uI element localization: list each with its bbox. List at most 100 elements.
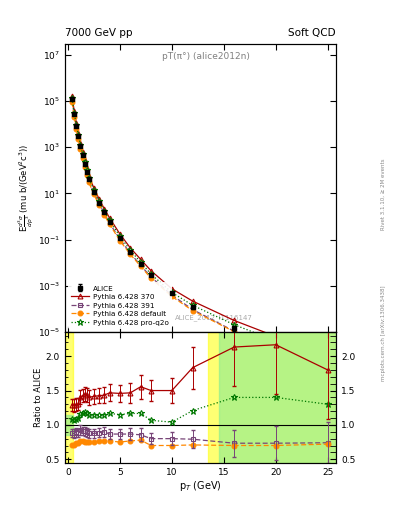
Pythia 6.428 pro-q2o	[97, 198, 101, 204]
Pythia 6.428 default	[190, 308, 195, 314]
Pythia 6.428 370	[82, 157, 87, 163]
Pythia 6.428 default	[232, 329, 237, 335]
Text: 7000 GeV pp: 7000 GeV pp	[65, 28, 132, 38]
Pythia 6.428 391	[274, 344, 278, 350]
Pythia 6.428 pro-q2o	[80, 151, 85, 157]
Pythia 6.428 391	[86, 178, 91, 184]
Pythia 6.428 391	[84, 170, 89, 176]
Pythia 6.428 370	[92, 185, 96, 191]
Pythia 6.428 391	[76, 134, 81, 140]
Pythia 6.428 pro-q2o	[274, 338, 278, 344]
Pythia 6.428 pro-q2o	[102, 208, 107, 214]
Pythia 6.428 391	[138, 262, 143, 268]
Pythia 6.428 391	[107, 220, 112, 226]
Pythia 6.428 391	[78, 144, 83, 150]
Pythia 6.428 pro-q2o	[86, 175, 91, 181]
Pythia 6.428 default	[169, 293, 174, 300]
Pythia 6.428 pro-q2o	[138, 259, 143, 265]
Pythia 6.428 391	[74, 123, 79, 130]
Pythia 6.428 default	[70, 99, 75, 105]
Y-axis label: Ratio to ALICE: Ratio to ALICE	[34, 368, 43, 428]
Pythia 6.428 370	[76, 131, 81, 137]
Pythia 6.428 391	[169, 292, 174, 298]
Pythia 6.428 pro-q2o	[325, 356, 330, 362]
Pythia 6.428 391	[102, 210, 107, 217]
Bar	[208, 332, 336, 463]
Pythia 6.428 391	[118, 236, 122, 242]
Pythia 6.428 370	[138, 257, 143, 263]
Pythia 6.428 370	[102, 206, 107, 212]
Pythia 6.428 default	[76, 136, 81, 142]
Pythia 6.428 pro-q2o	[76, 132, 81, 138]
Pythia 6.428 pro-q2o	[74, 122, 79, 128]
Pythia 6.428 default	[118, 238, 122, 244]
Pythia 6.428 370	[74, 120, 79, 126]
Pythia 6.428 370	[107, 215, 112, 221]
Pythia 6.428 370	[78, 140, 83, 146]
Pythia 6.428 default	[107, 221, 112, 227]
Pythia 6.428 default	[78, 145, 83, 152]
Pythia 6.428 pro-q2o	[84, 167, 89, 173]
Pythia 6.428 pro-q2o	[118, 233, 122, 240]
Pythia 6.428 pro-q2o	[169, 289, 174, 295]
Pythia 6.428 370	[80, 148, 85, 155]
Legend: ALICE, Pythia 6.428 370, Pythia 6.428 391, Pythia 6.428 default, Pythia 6.428 pr: ALICE, Pythia 6.428 370, Pythia 6.428 39…	[68, 282, 172, 329]
Text: ALICE_2012_I1116147: ALICE_2012_I1116147	[175, 314, 253, 321]
Pythia 6.428 370	[118, 231, 122, 237]
Pythia 6.428 default	[149, 275, 153, 282]
Y-axis label: E$\frac{d^3\sigma}{dp^3}$ (mu b/(GeV$^2$c$^3$)): E$\frac{d^3\sigma}{dp^3}$ (mu b/(GeV$^2$…	[16, 144, 35, 232]
Bar	[219, 332, 336, 463]
Pythia 6.428 default	[92, 191, 96, 198]
Line: Pythia 6.428 391: Pythia 6.428 391	[70, 98, 330, 368]
Pythia 6.428 391	[190, 307, 195, 313]
Pythia 6.428 370	[84, 165, 89, 172]
Pythia 6.428 pro-q2o	[70, 95, 75, 101]
Pythia 6.428 370	[70, 93, 75, 99]
Pythia 6.428 default	[274, 345, 278, 351]
Pythia 6.428 default	[97, 202, 101, 208]
Pythia 6.428 370	[97, 196, 101, 202]
Pythia 6.428 370	[86, 173, 91, 179]
Pythia 6.428 default	[128, 251, 133, 258]
Text: mcplots.cern.ch [arXiv:1306.3438]: mcplots.cern.ch [arXiv:1306.3438]	[381, 285, 386, 380]
X-axis label: p$_T$ (GeV): p$_T$ (GeV)	[179, 479, 222, 493]
Bar	[65, 415, 73, 435]
Pythia 6.428 370	[128, 245, 133, 251]
Line: Pythia 6.428 default: Pythia 6.428 default	[70, 100, 330, 368]
Line: Pythia 6.428 370: Pythia 6.428 370	[70, 94, 330, 359]
Pythia 6.428 370	[190, 298, 195, 304]
Pythia 6.428 default	[72, 114, 77, 120]
Pythia 6.428 pro-q2o	[190, 302, 195, 308]
Pythia 6.428 pro-q2o	[107, 217, 112, 223]
Text: Rivet 3.1.10, ≥ 2M events: Rivet 3.1.10, ≥ 2M events	[381, 159, 386, 230]
Bar	[65, 332, 336, 463]
Pythia 6.428 370	[72, 108, 77, 114]
Pythia 6.428 391	[325, 362, 330, 368]
Pythia 6.428 391	[82, 162, 87, 168]
Pythia 6.428 default	[138, 263, 143, 269]
Pythia 6.428 370	[232, 317, 237, 324]
Pythia 6.428 370	[149, 268, 153, 274]
Pythia 6.428 391	[70, 97, 75, 103]
Pythia 6.428 pro-q2o	[128, 247, 133, 253]
Pythia 6.428 pro-q2o	[92, 187, 96, 193]
Pythia 6.428 default	[74, 125, 79, 132]
Pythia 6.428 391	[128, 250, 133, 256]
Text: pT(π°) (alice2012n): pT(π°) (alice2012n)	[162, 52, 250, 61]
Pythia 6.428 391	[232, 328, 237, 334]
Pythia 6.428 default	[86, 179, 91, 185]
Pythia 6.428 pro-q2o	[82, 159, 87, 165]
Pythia 6.428 pro-q2o	[232, 322, 237, 328]
Pythia 6.428 391	[80, 153, 85, 159]
Pythia 6.428 default	[102, 212, 107, 218]
Pythia 6.428 370	[325, 353, 330, 359]
Pythia 6.428 default	[80, 155, 85, 161]
Pythia 6.428 default	[82, 163, 87, 169]
Pythia 6.428 370	[274, 333, 278, 339]
Text: Soft QCD: Soft QCD	[288, 28, 336, 38]
Pythia 6.428 pro-q2o	[149, 271, 153, 278]
Pythia 6.428 391	[92, 190, 96, 196]
Pythia 6.428 391	[149, 274, 153, 280]
Bar	[65, 332, 73, 463]
Pythia 6.428 391	[97, 201, 101, 207]
